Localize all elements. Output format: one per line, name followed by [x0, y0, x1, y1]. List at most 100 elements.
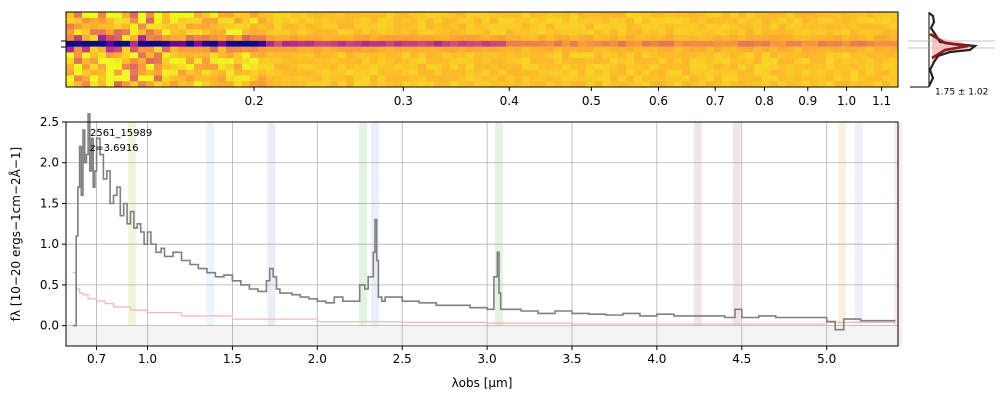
- y-tick-label: 2.0: [40, 156, 59, 170]
- heatmap-cell: [594, 29, 603, 36]
- heatmap-cell: [738, 75, 747, 82]
- heatmap-cell: [114, 75, 123, 82]
- heatmap-cell: [378, 40, 387, 48]
- heatmap-cell: [610, 52, 619, 59]
- heatmap-cell: [66, 17, 75, 24]
- heatmap-cell: [618, 52, 627, 59]
- heatmap-cell: [450, 29, 459, 36]
- heatmap-cell: [626, 52, 635, 59]
- heatmap-cell: [666, 52, 675, 59]
- heatmap-cell: [586, 52, 595, 59]
- heatmap-cell: [210, 63, 219, 71]
- heatmap-cell: [538, 35, 547, 42]
- heatmap-cell: [650, 40, 659, 48]
- heatmap-cell: [290, 58, 299, 65]
- heatmap-cell: [786, 81, 795, 88]
- heatmap-cell: [362, 17, 371, 24]
- heatmap-cell: [402, 52, 411, 59]
- heatmap-cell: [754, 81, 763, 88]
- heatmap-cell: [858, 58, 867, 65]
- heatmap-cell: [178, 81, 187, 88]
- heatmap-cell: [834, 75, 843, 82]
- heatmap-cell: [658, 75, 667, 82]
- heatmap-cell: [442, 23, 451, 30]
- heatmap-cell: [202, 69, 211, 76]
- heatmap-cell: [194, 46, 203, 53]
- heatmap-cell: [338, 23, 347, 30]
- heatmap-cell: [482, 17, 491, 24]
- heatmap-cell: [90, 23, 99, 30]
- heatmap-cell: [842, 29, 851, 36]
- heatmap-cell: [682, 29, 691, 36]
- heatmap-cell: [826, 75, 835, 82]
- heatmap-cell: [786, 35, 795, 42]
- heatmap-cell: [610, 40, 619, 48]
- heatmap-cell: [146, 75, 155, 82]
- heatmap-cell: [698, 75, 707, 82]
- heatmap-cell: [154, 29, 163, 36]
- heatmap-cell: [386, 69, 395, 76]
- heatmap-cell: [890, 17, 899, 24]
- heatmap-cell: [378, 17, 387, 24]
- heatmap-cell: [850, 12, 859, 19]
- heatmap-cell: [674, 40, 683, 48]
- heatmap-cell: [818, 12, 827, 19]
- heatmap-cell: [378, 58, 387, 65]
- heatmap-cell: [770, 29, 779, 36]
- heatmap-cell: [178, 69, 187, 76]
- heatmap-cell: [82, 69, 91, 76]
- heatmap-cell: [602, 75, 611, 82]
- heatmap-cell: [666, 75, 675, 82]
- heatmap-cell: [746, 75, 755, 82]
- heatmap-cell: [706, 35, 715, 42]
- heatmap-cell: [122, 29, 131, 36]
- heatmap-cell: [674, 63, 683, 71]
- heatmap-cell: [586, 46, 595, 53]
- heatmap-cell: [98, 58, 107, 65]
- heatmap-cell: [642, 12, 651, 19]
- heatmap-cell: [642, 17, 651, 24]
- heatmap-cell: [394, 23, 403, 30]
- heatmap-cell: [674, 29, 683, 36]
- heatmap-cell: [426, 35, 435, 42]
- heatmap-cell: [90, 46, 99, 53]
- heatmap-cell: [194, 63, 203, 71]
- heatmap-cell: [258, 52, 267, 59]
- heatmap-cell: [658, 81, 667, 88]
- heatmap-cell: [802, 29, 811, 36]
- heatmap-cell: [850, 35, 859, 42]
- heatmap-cell: [458, 69, 467, 76]
- heatmap-cell: [690, 69, 699, 76]
- heatmap-cell: [810, 23, 819, 30]
- heatmap-cell: [890, 69, 899, 76]
- heatmap-cell: [866, 40, 875, 48]
- heatmap-cell: [82, 29, 91, 36]
- heatmap-cell: [98, 40, 107, 48]
- heatmap-cell: [514, 63, 523, 71]
- heatmap-cell: [562, 52, 571, 59]
- heatmap-cell: [114, 63, 123, 71]
- heatmap-cell: [154, 52, 163, 59]
- heatmap-cell: [674, 17, 683, 24]
- heatmap-cell: [498, 12, 507, 19]
- x-tick-label: 2.5: [393, 352, 412, 366]
- heatmap-cell: [842, 40, 851, 48]
- heatmap-cell: [274, 46, 283, 53]
- heatmap-cell: [602, 46, 611, 53]
- heatmap-cell: [146, 46, 155, 53]
- heatmap-cell: [546, 29, 555, 36]
- heatmap-cell: [210, 17, 219, 24]
- heatmap-cell: [762, 40, 771, 48]
- heatmap-cell: [682, 17, 691, 24]
- heatmap-cell: [802, 58, 811, 65]
- heatmap-cell: [810, 17, 819, 24]
- heatmap-cell: [506, 58, 515, 65]
- heatmap-cell: [690, 29, 699, 36]
- heatmap-cell: [258, 63, 267, 71]
- heatmap-cell: [162, 35, 171, 42]
- heatmap-cell: [786, 63, 795, 71]
- heatmap-cell: [610, 35, 619, 42]
- heatmap-cell: [162, 75, 171, 82]
- heatmap-cell: [426, 63, 435, 71]
- heatmap-cell: [458, 17, 467, 24]
